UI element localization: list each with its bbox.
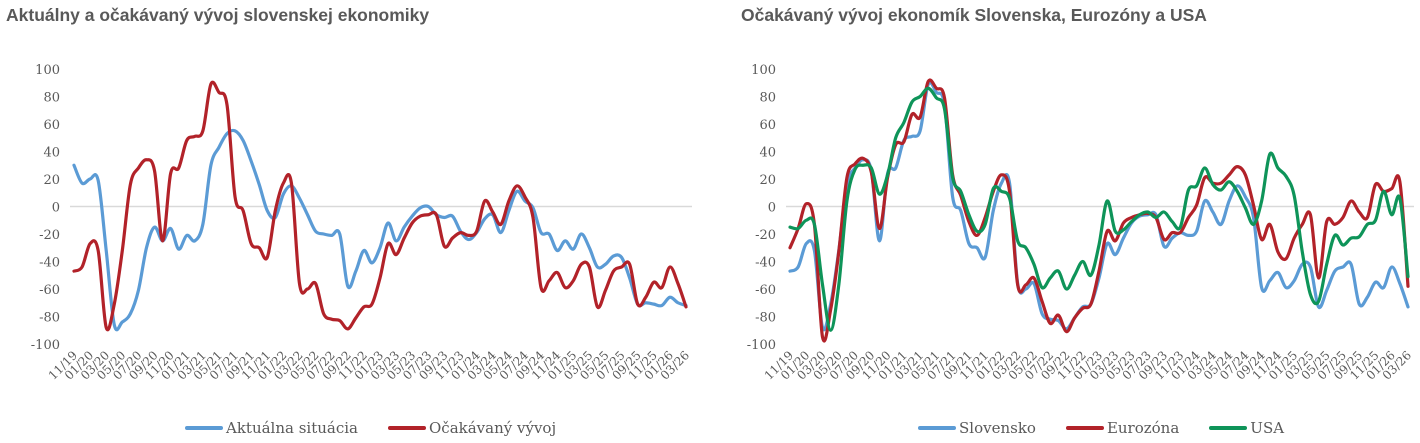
y-tick-label: 0 bbox=[768, 201, 776, 216]
chart-title: Očakávaný vývoj ekonomík Slovenska, Euro… bbox=[741, 5, 1207, 25]
y-tick-label: -80 bbox=[39, 311, 60, 326]
y-tick-label: 80 bbox=[43, 91, 60, 106]
y-tick-label: -100 bbox=[31, 338, 60, 353]
y-tick-label: -20 bbox=[755, 228, 776, 243]
chart-legend: Aktuálna situácia Očakávaný vývoj bbox=[185, 419, 556, 437]
legend-swatch bbox=[918, 426, 956, 430]
y-tick-label: 20 bbox=[759, 173, 776, 188]
chart-title: Aktuálny a očakávaný vývoj slovenskej ek… bbox=[6, 5, 430, 25]
y-tick-label: 0 bbox=[52, 201, 60, 216]
legend-item-slovensko: Slovensko bbox=[918, 419, 1036, 437]
legend-swatch bbox=[388, 426, 426, 430]
legend-item-ocakavany: Očakávaný vývoj bbox=[388, 419, 556, 437]
legend-label: Eurozóna bbox=[1106, 419, 1180, 437]
legend-swatch bbox=[1065, 426, 1104, 430]
legend-swatch bbox=[1209, 426, 1248, 430]
line-chart-slovak-economy: 100806040200-20-40-60-80-10011/1901/2003… bbox=[31, 63, 692, 383]
legend-item-aktualna: Aktuálna situácia bbox=[185, 419, 358, 437]
series-line-o-ak-van-v-voj bbox=[72, 80, 688, 332]
y-tick-label: -60 bbox=[39, 283, 60, 298]
chart-panel-slovak-economy: Aktuálny a očakávaný vývoj slovenskej ek… bbox=[0, 0, 705, 443]
legend-swatch bbox=[185, 426, 223, 430]
y-tick-label: 60 bbox=[759, 118, 776, 133]
legend-label: USA bbox=[1250, 419, 1285, 437]
legend-label: Slovensko bbox=[959, 419, 1036, 437]
y-tick-label: -40 bbox=[39, 256, 60, 271]
legend-label: Očakávaný vývoj bbox=[429, 419, 557, 437]
chart-panel-comparison: Očakávaný vývoj ekonomík Slovenska, Euro… bbox=[735, 0, 1420, 443]
y-tick-label: 60 bbox=[43, 118, 60, 133]
y-tick-label: 80 bbox=[759, 91, 776, 106]
y-tick-label: -60 bbox=[755, 283, 776, 298]
y-tick-label: -20 bbox=[39, 228, 60, 243]
line-chart-comparison: 100806040200-20-40-60-80-10011/1901/2003… bbox=[747, 63, 1414, 383]
y-tick-label: 40 bbox=[759, 146, 776, 161]
legend-label: Aktuálna situácia bbox=[226, 419, 358, 437]
y-tick-label: 20 bbox=[43, 173, 60, 188]
y-tick-label: -100 bbox=[747, 338, 776, 353]
y-tick-label: 40 bbox=[43, 146, 60, 161]
y-tick-label: -40 bbox=[755, 256, 776, 271]
y-tick-label: 100 bbox=[35, 63, 60, 78]
legend-item-usa: USA bbox=[1209, 419, 1284, 437]
y-tick-label: -80 bbox=[755, 311, 776, 326]
legend-item-eurozona: Eurozóna bbox=[1065, 419, 1180, 437]
series-line-usa bbox=[788, 86, 1410, 332]
y-tick-label: 100 bbox=[751, 63, 776, 78]
chart-legend: Slovensko Eurozóna USA bbox=[918, 419, 1284, 437]
series-line-aktu-lna-situ-cia bbox=[72, 128, 688, 332]
